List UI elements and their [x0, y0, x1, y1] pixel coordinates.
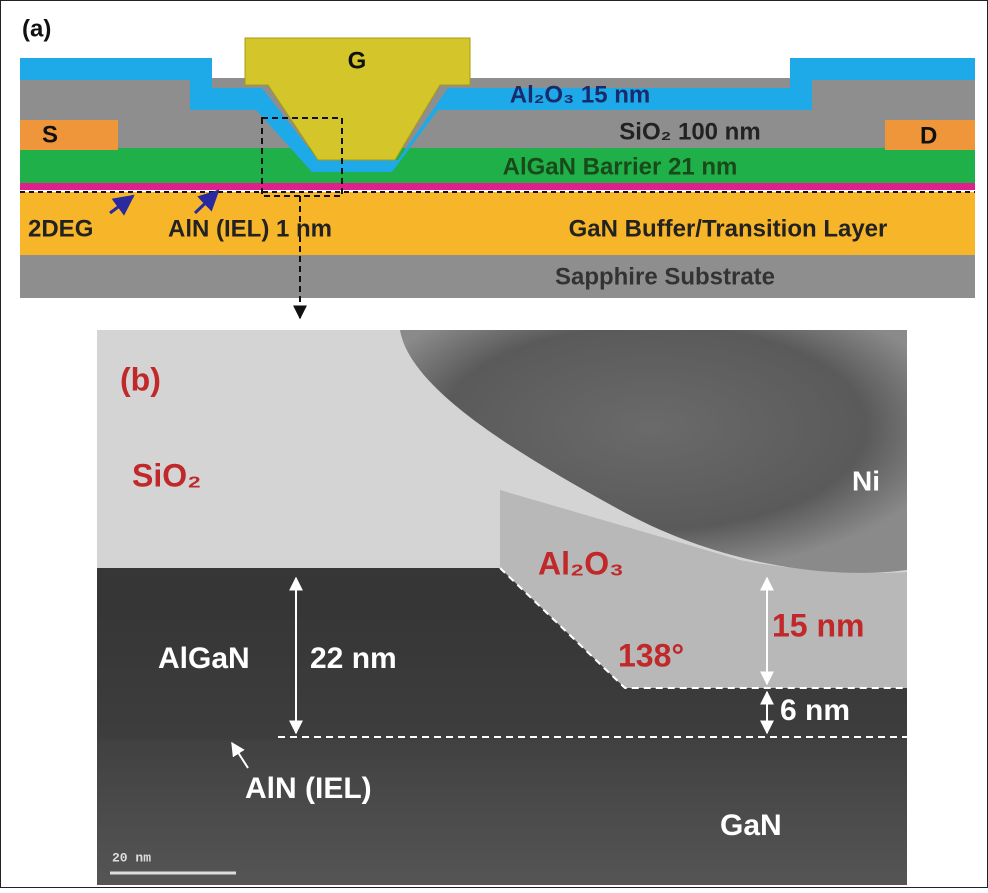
- dimension-label: 15 nm: [772, 607, 864, 643]
- drain-label: D: [920, 122, 937, 149]
- layer-label: GaN Buffer/Transition Layer: [569, 215, 888, 242]
- sapphire-layer: [20, 255, 975, 298]
- annotation: 2DEG: [28, 215, 93, 242]
- region-label: GaN: [720, 809, 782, 842]
- dimension-label: 22 nm: [310, 642, 397, 675]
- layer-label: AlGaN Barrier 21 nm: [503, 153, 738, 180]
- angle-label: 138°: [618, 637, 684, 673]
- layer-label: SiO₂ 100 nm: [619, 118, 760, 145]
- region-label: Al₂O₃: [538, 545, 624, 581]
- aln-layer: [20, 183, 975, 190]
- gate-label: G: [348, 47, 367, 74]
- dimension-label: 6 nm: [780, 694, 850, 727]
- layer-label: Sapphire Substrate: [555, 263, 775, 290]
- algan-layer: [20, 148, 975, 183]
- annotation: AlN (IEL) 1 nm: [168, 215, 332, 242]
- panel-label: (b): [120, 361, 161, 397]
- panel-label: (a): [22, 15, 51, 42]
- scale-bar-label: 20 nm: [112, 850, 151, 865]
- region-label: AlN (IEL): [245, 772, 372, 805]
- source-contact: [20, 120, 118, 150]
- source-label: S: [42, 121, 58, 148]
- layer-label: Al₂O₃ 15 nm: [510, 81, 650, 108]
- region-label: SiO₂: [132, 457, 201, 493]
- figure: (a) G Al₂O₃ 15 nm SiO₂ 100 nm S D AlGaN …: [0, 0, 988, 888]
- region-label: Ni: [852, 465, 880, 496]
- tem-image: (b) SiO₂ Ni Al₂O₃ 15 nm 138° AlGaN 22 nm…: [97, 330, 907, 885]
- region-label: AlGaN: [158, 642, 250, 675]
